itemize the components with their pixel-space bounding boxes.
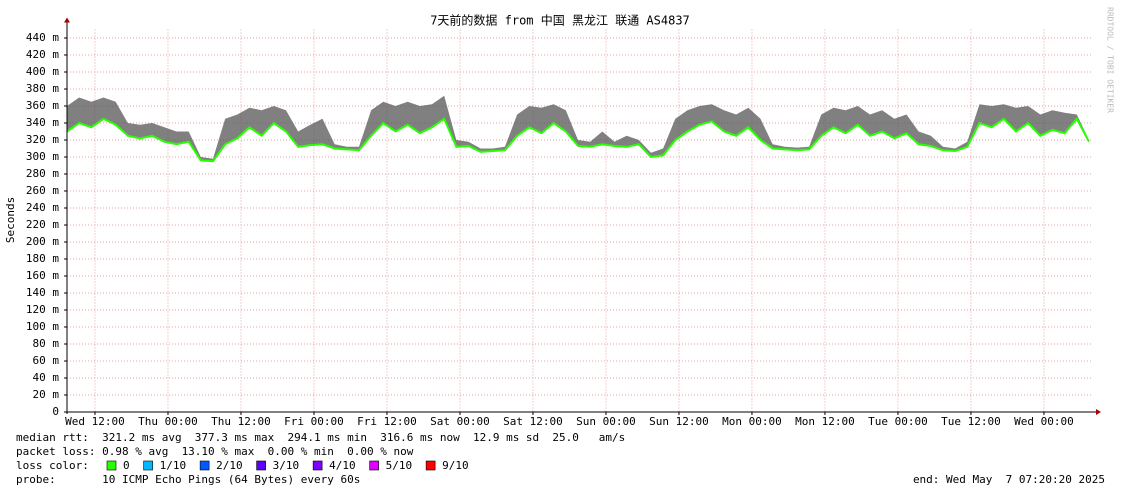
y-tick-label: 100 m	[26, 320, 59, 333]
stats-line: packet loss: 0.98 % avg 13.10 % max 0.00…	[16, 445, 414, 458]
legend-swatch	[425, 460, 436, 471]
x-tick-label: Wed 12:00	[65, 415, 125, 428]
y-tick-label: 140 m	[26, 286, 59, 299]
y-tick-label: 200 m	[26, 235, 59, 248]
legend-swatch	[312, 460, 323, 471]
legend-label: 5/10	[386, 459, 413, 472]
legend-swatch	[199, 460, 210, 471]
y-tick-label: 280 m	[26, 167, 59, 180]
end-time: end: Wed May 7 07:20:20 2025	[913, 473, 1105, 486]
y-tick-label: 260 m	[26, 184, 59, 197]
x-tick-label: Sat 12:00	[503, 415, 563, 428]
probe-line: probe: 10 ICMP Echo Pings (64 Bytes) eve…	[16, 473, 360, 486]
y-tick-label: 300 m	[26, 150, 59, 163]
y-tick-label: 120 m	[26, 303, 59, 316]
legend-label: 4/10	[329, 459, 356, 472]
y-tick-label: 40 m	[33, 371, 60, 384]
y-tick-label: 320 m	[26, 133, 59, 146]
x-tick-label: Fri 00:00	[284, 415, 344, 428]
legend-label: 3/10	[273, 459, 300, 472]
x-tick-label: Wed 00:00	[1014, 415, 1074, 428]
y-tick-label: 400 m	[26, 65, 59, 78]
y-tick-label: 0	[52, 405, 59, 418]
x-tick-label: Sun 12:00	[649, 415, 709, 428]
y-tick-label: 340 m	[26, 116, 59, 129]
y-tick-label: 380 m	[26, 82, 59, 95]
x-tick-label: Sat 00:00	[430, 415, 490, 428]
legend-swatch	[106, 460, 117, 471]
smoke-area	[67, 95, 1089, 162]
y-tick-label: 20 m	[33, 388, 60, 401]
y-arrow	[64, 17, 70, 23]
legend-swatch	[143, 460, 153, 471]
y-tick-label: 60 m	[33, 354, 60, 367]
y-axis-label: Seconds	[4, 197, 17, 243]
x-tick-label: Mon 12:00	[795, 415, 855, 428]
y-tick-label: 160 m	[26, 269, 59, 282]
x-tick-label: Mon 00:00	[722, 415, 782, 428]
y-tick-label: 180 m	[26, 252, 59, 265]
legend-label: 0	[123, 459, 130, 472]
x-tick-label: Sun 00:00	[576, 415, 636, 428]
watermark: RRDTOOL / TOBI OETIKER	[1106, 7, 1115, 113]
legend-label: 9/10	[442, 459, 469, 472]
loss-title: loss color:	[16, 459, 89, 472]
legend-swatch	[256, 460, 266, 471]
x-tick-label: Tue 12:00	[941, 415, 1001, 428]
legend-label: 2/10	[216, 459, 243, 472]
y-tick-label: 440 m	[26, 31, 59, 44]
y-tick-label: 360 m	[26, 99, 59, 112]
y-tick-label: 220 m	[26, 218, 59, 231]
y-tick-label: 420 m	[26, 48, 59, 61]
chart-title: 7天前的数据 from 中国 黑龙江 联通 AS4837	[430, 13, 690, 28]
y-tick-label: 80 m	[33, 337, 60, 350]
x-tick-label: Thu 12:00	[211, 415, 271, 428]
x-arrow	[1096, 409, 1101, 415]
legend-label: 1/10	[160, 459, 187, 472]
stats-line: median rtt: 321.2 ms avg 377.3 ms max 29…	[16, 431, 625, 444]
y-tick-label: 240 m	[26, 201, 59, 214]
x-tick-label: Tue 00:00	[868, 415, 928, 428]
median-line	[66, 116, 1090, 163]
legend-swatch	[369, 460, 379, 471]
x-tick-label: Fri 12:00	[357, 415, 417, 428]
x-tick-label: Thu 00:00	[138, 415, 198, 428]
